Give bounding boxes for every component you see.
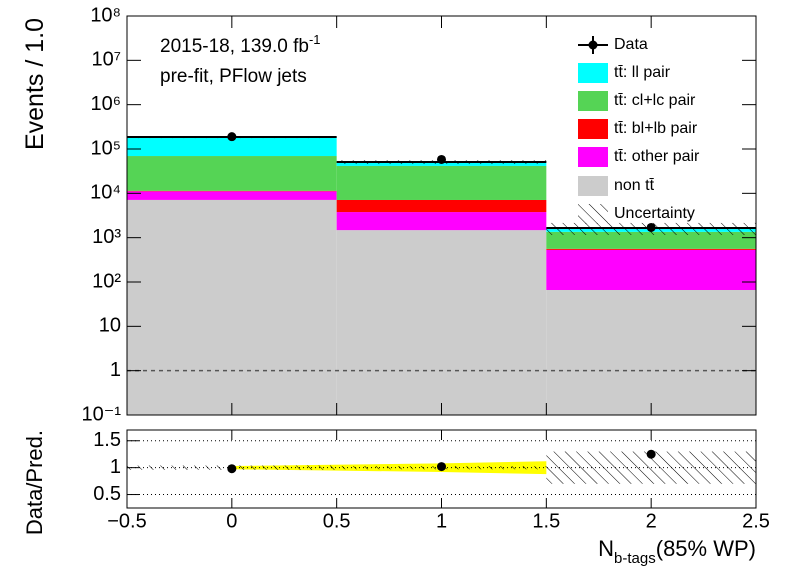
x-tick-label: 1 bbox=[436, 510, 447, 532]
y-tick-label: 0.5 bbox=[93, 483, 121, 505]
legend-label: Data bbox=[614, 36, 648, 53]
legend-label: tt̄: other pair bbox=[614, 148, 700, 165]
ratio-panel: 0.5 1 1.5 −0.5 0 0.5 1 1.5 2 2.5 bbox=[93, 429, 770, 532]
data-point bbox=[646, 222, 656, 232]
legend-swatch bbox=[578, 204, 608, 224]
y-axis-label: Data/Pred. bbox=[22, 430, 47, 535]
y-tick-label: 1.5 bbox=[93, 429, 121, 451]
bar-segment bbox=[336, 212, 547, 231]
annotation: 2015-18, 139.0 fb-1 bbox=[160, 32, 321, 57]
bar-segment bbox=[546, 231, 756, 249]
data-point bbox=[227, 132, 237, 142]
x-tick-label: −0.5 bbox=[107, 510, 146, 532]
bar-segment bbox=[336, 199, 547, 213]
legend-label: Uncertainty bbox=[614, 205, 695, 222]
legend-label: tt̄: bl+lb pair bbox=[614, 120, 698, 137]
y-tick-label: 1 bbox=[110, 359, 121, 381]
data-point bbox=[437, 154, 446, 164]
bar-segment bbox=[127, 199, 337, 415]
y-tick-label: 10 bbox=[99, 315, 121, 337]
main-panel: 10⁻¹ 1 10 10² 10³ 10⁴ 10⁵ 10⁶ 10⁷ 10⁸ Data tt̄: ll … bbox=[82, 4, 757, 425]
bar-segment bbox=[546, 248, 756, 250]
y-tick-label: 10⁻¹ bbox=[82, 403, 122, 425]
y-tick-label: 10⁷ bbox=[92, 49, 121, 71]
ratio-point bbox=[646, 449, 656, 459]
x-tick-label: 0.5 bbox=[323, 510, 351, 532]
y-tick-label: 10⁴ bbox=[90, 182, 121, 204]
bar-segment bbox=[546, 249, 756, 291]
legend-swatch bbox=[578, 63, 608, 83]
bar-segment bbox=[336, 165, 547, 200]
y-tick-label: 10² bbox=[92, 270, 121, 292]
bar-segment bbox=[127, 191, 337, 200]
bar-segment bbox=[336, 230, 547, 415]
legend-label: non tt̄ bbox=[614, 177, 655, 194]
legend-label: tt̄: cl+lc pair bbox=[614, 92, 696, 109]
x-axis-label: Nb-tags(85% WP) bbox=[598, 536, 756, 567]
y-tick-label: 10⁵ bbox=[90, 137, 121, 159]
legend-swatch bbox=[578, 147, 608, 167]
annotation: pre-fit, PFlow jets bbox=[160, 66, 307, 87]
y-tick-label: 10⁸ bbox=[90, 4, 121, 26]
y-tick-label: 10³ bbox=[92, 226, 121, 248]
y-tick-label: 1 bbox=[110, 456, 121, 478]
y-tick-label: 10⁶ bbox=[91, 93, 121, 115]
bar-segment bbox=[127, 190, 337, 192]
x-tick-label: 1.5 bbox=[532, 510, 560, 532]
ratio-point bbox=[437, 462, 446, 472]
y-axis-label: Events / 1.0 bbox=[21, 18, 49, 150]
legend-swatch bbox=[578, 176, 608, 196]
x-tick-label: 2 bbox=[646, 510, 657, 532]
legend-swatch bbox=[578, 119, 608, 139]
bar-segment bbox=[127, 137, 337, 157]
bar-segment bbox=[546, 290, 756, 415]
ratio-point bbox=[227, 464, 237, 474]
legend-swatch bbox=[578, 91, 608, 111]
legend-label: tt̄: ll pair bbox=[614, 64, 671, 81]
bar-segment bbox=[127, 156, 337, 191]
x-tick-label: 2.5 bbox=[742, 510, 770, 532]
legend-marker bbox=[588, 40, 598, 50]
x-tick-label: 0 bbox=[226, 510, 237, 532]
